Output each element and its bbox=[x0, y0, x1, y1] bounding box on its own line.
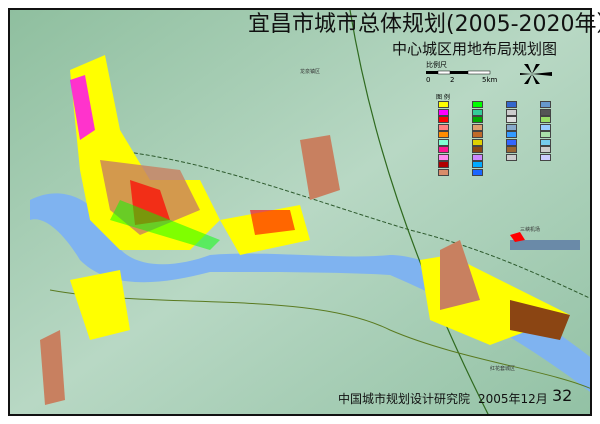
legend-swatch bbox=[540, 108, 551, 116]
legend-title: 图 例 bbox=[436, 94, 450, 101]
legend-swatch bbox=[506, 146, 517, 153]
legend-swatch bbox=[472, 101, 483, 108]
highway-south bbox=[49, 289, 590, 389]
legend-swatch bbox=[438, 146, 449, 153]
legend-swatch bbox=[472, 123, 483, 131]
map-date: 2005年12月 bbox=[478, 392, 548, 406]
scale-bar bbox=[426, 70, 491, 75]
legend-swatch bbox=[472, 153, 483, 161]
legend-swatch bbox=[472, 168, 483, 176]
legend-swatch bbox=[506, 138, 517, 146]
legend-swatch bbox=[540, 116, 551, 123]
place-airport: 三峡机场 bbox=[520, 227, 541, 233]
legend-swatch bbox=[540, 146, 551, 153]
scale-label: 比例尺 bbox=[426, 61, 447, 69]
legend-swatch bbox=[540, 138, 551, 146]
legend-swatch bbox=[540, 131, 551, 138]
legend-swatch bbox=[472, 138, 483, 146]
legend-swatch bbox=[438, 131, 449, 138]
legend-swatch bbox=[506, 101, 517, 108]
legend-swatch bbox=[472, 116, 483, 123]
legend-swatch bbox=[472, 131, 483, 138]
map-subtitle: 中心城区用地布局规划图 bbox=[392, 40, 558, 58]
legend-swatch bbox=[506, 108, 517, 116]
legend-swatch bbox=[506, 123, 517, 131]
legend-swatch bbox=[438, 123, 449, 131]
legend-swatch bbox=[438, 116, 449, 123]
scale-tick: 2 bbox=[450, 76, 455, 84]
land-use-map: 龙泉镇区 三峡机场 红花套城区 bbox=[8, 8, 592, 416]
legend-swatch bbox=[540, 153, 551, 161]
urban-area-main bbox=[40, 55, 580, 405]
legend-swatch bbox=[506, 116, 517, 123]
legend-swatch bbox=[472, 146, 483, 153]
highway bbox=[349, 10, 489, 414]
legend-swatch bbox=[438, 101, 449, 108]
map-graphics bbox=[10, 10, 590, 414]
page-number: 32 bbox=[552, 386, 573, 405]
legend-swatch bbox=[540, 123, 551, 131]
legend-swatch bbox=[438, 161, 449, 168]
scale-tick: 5km bbox=[482, 76, 498, 84]
legend-swatch bbox=[472, 161, 483, 168]
legend-swatch bbox=[438, 153, 449, 161]
rail-line bbox=[109, 149, 590, 299]
legend-swatch bbox=[438, 108, 449, 116]
north-arrow-icon bbox=[520, 64, 552, 84]
institute-name: 中国城市规划设计研究院 bbox=[338, 392, 471, 406]
legend-swatch bbox=[438, 138, 449, 146]
legend-swatch bbox=[472, 108, 483, 116]
legend-swatch bbox=[506, 131, 517, 138]
map-title: 宜昌市城市总体规划(2005-2020年） bbox=[248, 12, 600, 37]
legend-swatch bbox=[540, 101, 551, 108]
legend-swatch bbox=[506, 153, 517, 161]
place-honghuatao: 红花套城区 bbox=[490, 366, 516, 372]
legend-swatch bbox=[438, 168, 449, 176]
place-longquan: 龙泉镇区 bbox=[300, 69, 321, 75]
scale-tick: 0 bbox=[426, 76, 431, 84]
